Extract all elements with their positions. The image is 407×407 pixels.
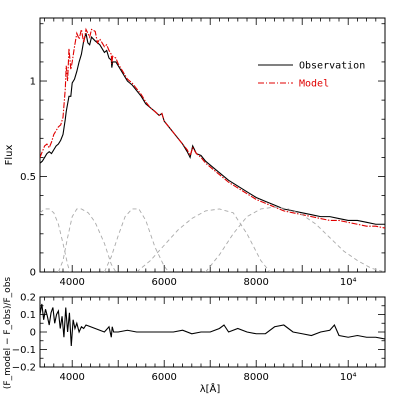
top-x-tick-label: 8000 [243,277,268,288]
filter-curve-3 [103,208,170,272]
top-ticks [40,18,386,273]
bottom-series [40,303,385,347]
bottom-x-tick-label: 6000 [151,372,176,383]
top-y-tick-label: 0 [30,268,36,279]
top-y-tick-label: 1 [30,77,36,88]
bottom-y-tick-label: 0 [30,328,36,339]
x-axis-label: λ[Å] [200,382,221,395]
legend-observation-label: Observation [299,61,365,72]
top-x-tick-label: 10⁴ [340,277,357,288]
bottom-tick-labels: 4000 6000 8000 10⁴ −0.2 −0.1 0 0.1 0.2 [12,293,357,384]
top-x-tick-label: 6000 [151,277,176,288]
bottom-y-tick-label: 0.1 [20,310,36,321]
filter-curve-4 [136,208,271,272]
bottom-ticks [40,296,386,368]
top-y-tick-label: 0.5 [20,172,36,183]
legend: Observation Model [258,61,365,90]
top-tick-labels: 4000 6000 8000 10⁴ 0 0.5 1 [20,77,356,288]
bottom-x-tick-label: 10⁴ [340,372,357,383]
top-series [40,27,385,272]
bottom-panel: 4000 6000 8000 10⁴ −0.2 −0.1 0 0.1 0.2 (F_model … [3,277,386,395]
residual-line [40,303,385,347]
legend-model-label: Model [299,79,329,90]
bottom-y-tick-label: −0.1 [12,345,36,356]
filter-curve-1 [40,208,71,272]
bottom-y-tick-label: −0.2 [12,363,36,374]
top-y-axis-label: Flux [4,145,15,166]
filter-curve-2 [57,208,117,272]
bottom-y-tick-label: 0.2 [20,293,36,304]
bottom-plot-frame [39,296,386,368]
bottom-x-tick-label: 4000 [59,372,84,383]
model-line [40,27,385,229]
bottom-y-axis-label: (F_model − F_obs)/F_obs [3,277,13,389]
top-plot-frame [39,17,386,273]
top-panel: 4000 6000 8000 10⁴ 0 0.5 1 Flux Observation Mo… [4,17,386,288]
bottom-x-tick-label: 8000 [243,372,268,383]
observation-line [40,33,385,225]
top-x-tick-label: 4000 [59,277,84,288]
filter-curve-5 [205,206,385,272]
